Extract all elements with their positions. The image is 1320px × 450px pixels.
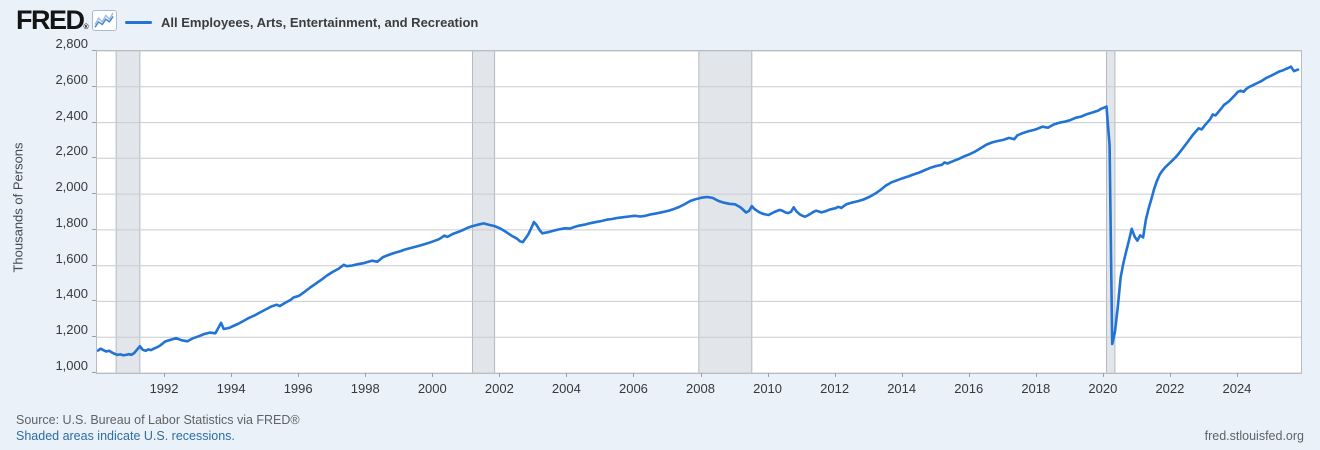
x-tick-label: 2022: [1155, 381, 1185, 396]
x-tick-mark: [1102, 373, 1104, 377]
x-tick-label: 2006: [618, 381, 648, 396]
x-tick-mark: [432, 373, 434, 377]
y-tick-mark: [92, 264, 96, 266]
x-tick-label: 2004: [551, 381, 581, 396]
fred-sparkline-icon: [92, 10, 117, 31]
y-tick-label: 1,600: [55, 250, 88, 266]
legend-line-swatch: [125, 20, 152, 24]
x-tick-label: 2010: [753, 381, 783, 396]
x-tick-mark: [164, 373, 166, 377]
y-tick-mark: [92, 157, 96, 159]
data-line: [97, 65, 1300, 357]
x-tick-label: 2016: [954, 381, 984, 396]
x-tick-mark: [1236, 373, 1238, 377]
fred-site-link[interactable]: fred.stlouisfed.org: [1204, 429, 1304, 443]
y-tick-label: 2,200: [55, 143, 88, 159]
recession-band: [698, 51, 753, 373]
y-tick-label: 1,200: [55, 322, 88, 338]
x-tick-mark: [499, 373, 501, 377]
x-tick-mark: [365, 373, 367, 377]
source-note: Source: U.S. Bureau of Labor Statistics …: [16, 413, 300, 427]
x-tick-label: 1994: [216, 381, 246, 396]
chart-legend: All Employees, Arts, Entertainment, and …: [125, 12, 478, 32]
x-tick-mark: [700, 373, 702, 377]
x-tick-label: 1992: [149, 381, 179, 396]
y-tick-mark: [92, 193, 96, 195]
y-tick-mark: [92, 336, 96, 338]
legend-series-label: All Employees, Arts, Entertainment, and …: [161, 14, 479, 30]
x-tick-label: 1996: [283, 381, 313, 396]
x-tick-label: 2014: [887, 381, 917, 396]
y-tick-mark: [92, 300, 96, 302]
x-tick-mark: [298, 373, 300, 377]
y-tick-mark: [92, 50, 96, 51]
x-tick-mark: [834, 373, 836, 377]
x-tick-mark: [1169, 373, 1171, 377]
x-tick-label: 1998: [350, 381, 380, 396]
x-tick-label: 2018: [1021, 381, 1051, 396]
fred-logo-text: FRED: [16, 5, 85, 35]
plot-area[interactable]: [96, 50, 1302, 374]
y-tick-mark: [92, 372, 96, 373]
fred-logo[interactable]: FRED®: [16, 5, 89, 36]
recession-band: [472, 51, 496, 373]
x-tick-mark: [1035, 373, 1037, 377]
y-tick-label: 2,800: [55, 36, 88, 51]
y-tick-label: 1,800: [55, 214, 88, 230]
recession-note-link[interactable]: Shaded areas indicate U.S. recessions.: [16, 429, 235, 443]
sparkline-icon-svg: [94, 12, 114, 28]
x-tick-label: 2002: [484, 381, 514, 396]
y-tick-mark: [92, 85, 96, 87]
x-tick-label: 2024: [1222, 381, 1252, 396]
x-tick-mark: [901, 373, 903, 377]
x-tick-label: 2000: [417, 381, 447, 396]
y-tick-mark: [92, 121, 96, 123]
x-tick-label: 2008: [686, 381, 715, 396]
chart-svg: [97, 51, 1301, 373]
y-tick-mark: [92, 228, 96, 230]
y-tick-label: 2,000: [55, 179, 88, 195]
x-tick-mark: [968, 373, 970, 377]
y-tick-label: 1,400: [55, 286, 88, 302]
recession-band: [115, 51, 141, 373]
x-tick-mark: [767, 373, 769, 377]
x-tick-mark: [231, 373, 233, 377]
x-tick-label: 2012: [820, 381, 850, 396]
x-tick-label: 2020: [1088, 381, 1118, 396]
y-tick-label: 2,400: [55, 107, 88, 123]
x-tick-mark: [566, 373, 568, 377]
x-tick-mark: [633, 373, 635, 377]
registered-trademark: ®: [83, 24, 89, 31]
y-tick-label: 1,000: [55, 358, 88, 373]
y-tick-label: 2,600: [55, 71, 88, 87]
